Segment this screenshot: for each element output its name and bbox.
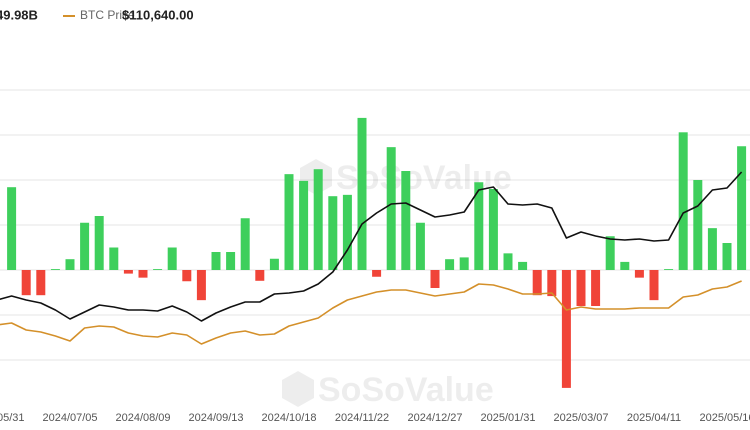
bar	[430, 270, 440, 288]
bar	[109, 247, 119, 270]
bar	[445, 259, 455, 270]
bar	[576, 270, 586, 306]
bar	[50, 269, 60, 270]
x-tick-label: 2025/03/07	[553, 412, 608, 424]
x-tick-label: 2024/08/09	[115, 412, 170, 424]
bar	[80, 222, 90, 270]
bar	[459, 257, 469, 270]
bar	[561, 270, 571, 388]
x-tick-label: 2024/10/18	[261, 412, 316, 424]
x-tick-label: 2025/05/16	[699, 412, 750, 424]
bar	[620, 261, 630, 270]
bar	[649, 270, 659, 301]
bar	[386, 147, 396, 270]
bar	[21, 270, 31, 296]
bar	[313, 169, 323, 270]
x-tick-label: 2024/11/22	[335, 412, 389, 424]
bar	[153, 269, 163, 270]
bar	[518, 261, 528, 270]
bar	[226, 252, 236, 270]
bar	[357, 117, 367, 271]
bar	[707, 228, 717, 270]
bar	[401, 171, 411, 270]
watermark: SoSoValue	[318, 371, 494, 409]
bar	[547, 270, 557, 297]
bar	[94, 216, 104, 270]
bar	[722, 243, 732, 270]
legend-value: $110,640.00	[122, 7, 194, 22]
bar	[737, 146, 747, 270]
bar	[284, 174, 294, 270]
bar	[255, 270, 265, 281]
x-tick-label: 2025/01/31	[480, 412, 535, 424]
bar	[65, 259, 75, 270]
bar	[167, 247, 177, 270]
bar	[591, 270, 601, 306]
bar	[123, 270, 133, 274]
bar	[372, 270, 382, 277]
bar	[36, 270, 46, 296]
bar	[678, 132, 688, 270]
legend-value: 49.98B	[0, 7, 38, 22]
line	[0, 280, 742, 345]
bar	[269, 258, 279, 270]
bar	[196, 270, 206, 301]
bar	[693, 180, 703, 270]
x-tick-label: 2024/12/27	[407, 412, 462, 424]
x-tick-label: 2024/07/05	[42, 412, 97, 424]
bar	[532, 270, 542, 296]
bar	[664, 269, 674, 270]
x-tick-label: 2024/05/31	[0, 412, 25, 424]
bar	[138, 270, 148, 278]
bar	[415, 222, 425, 270]
bar	[474, 182, 484, 270]
bar	[211, 252, 221, 270]
bar	[634, 270, 644, 278]
x-tick-label: 2024/09/13	[188, 412, 243, 424]
line	[0, 171, 743, 322]
bar	[342, 194, 352, 270]
bar	[503, 253, 513, 270]
bar	[605, 236, 615, 270]
x-tick-label: 2025/04/11	[627, 412, 681, 424]
bar	[182, 270, 192, 282]
legend-label: BTC Price	[80, 8, 135, 22]
bar	[328, 196, 338, 270]
bar	[7, 187, 17, 270]
bar	[488, 189, 498, 270]
bar	[299, 180, 309, 270]
bar	[240, 218, 250, 270]
